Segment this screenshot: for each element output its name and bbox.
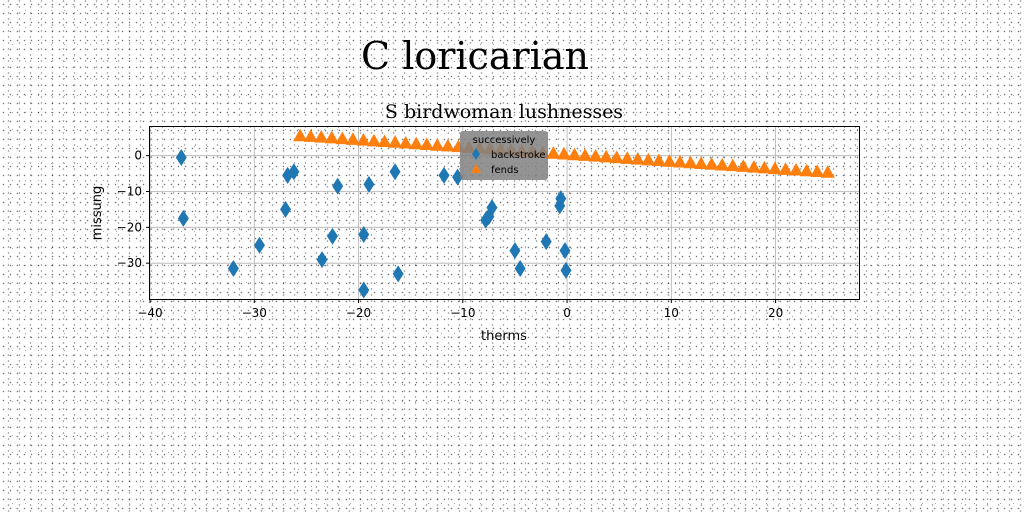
axis-ticks: −40 −30 −20 −10 0 10 20 0 −10 −20 −30 [117,149,784,320]
backstroke-point [332,178,343,195]
fends-point [810,164,824,177]
backstroke-point [561,262,572,279]
backstroke-point [178,210,189,227]
fends-point [726,159,740,172]
x-tick-label: 20 [768,306,783,320]
fends-point [620,151,634,164]
chart-title: S birdwoman lushnesses [385,101,623,123]
fends-point [430,138,444,151]
fends-point [705,157,719,170]
fends-point [409,137,423,150]
fends-point [346,132,360,145]
backstroke-point [176,149,187,166]
x-tick-label: −10 [450,306,475,320]
fends-point [441,139,455,152]
y-tick-label: −20 [117,220,142,234]
fends-point [789,163,803,176]
x-axis-label: therms [481,329,527,344]
fends-point [304,129,318,142]
fends-point [578,148,592,161]
fends-point [641,153,655,166]
backstroke-point [515,260,526,277]
fends-point [757,161,771,174]
backstroke-point [317,251,328,268]
fends-point [335,132,349,145]
backstroke-point [509,242,520,259]
fends-point [399,136,413,149]
x-tick-label: −30 [242,306,267,320]
fends-point [779,162,793,175]
fends-point [599,150,613,163]
fends-point [325,131,339,144]
fends-point [610,151,624,164]
legend-label-backstroke: backstroke [491,150,546,161]
legend-title: successively [473,135,536,146]
fends-point [768,161,782,174]
backstroke-point [254,237,265,254]
fends-point [631,152,645,165]
y-tick-label: −30 [117,256,142,270]
x-tick-label: 0 [563,306,571,320]
backstroke-point [358,282,369,299]
fends-point [388,135,402,148]
fends-point [800,164,814,177]
backstroke-point [439,167,450,184]
backstroke-point [228,260,239,277]
backstroke-point [390,163,401,180]
backstroke-point [358,226,369,243]
backstroke-point [327,228,338,245]
fends-point [821,165,835,178]
x-tick-label: −40 [137,306,162,320]
legend: successively backstroke fends [460,131,548,180]
backstroke-point [280,201,291,218]
fends-point [367,134,381,147]
fends-point [567,148,581,161]
y-axis-label: missung [90,186,105,241]
fends-point [293,129,307,142]
fends-point [684,156,698,169]
fends-point [673,155,687,168]
x-tick-label: −20 [346,306,371,320]
x-tick-label: 10 [664,306,679,320]
fends-point [546,146,560,159]
fends-point [694,156,708,169]
fends-point [557,147,571,160]
fends-point [420,137,434,150]
fends-point [314,130,328,143]
backstroke-point [541,233,552,250]
fends-point [378,134,392,147]
backstroke-point [393,265,404,282]
fends-point [747,160,761,173]
y-tick-label: 0 [134,149,142,163]
backstroke-point [559,242,570,259]
y-tick-label: −10 [117,185,142,199]
fends-point [715,158,729,171]
backstroke-point [363,176,374,193]
fends-point [736,159,750,172]
legend-label-fends: fends [491,165,519,176]
fends-point [662,154,676,167]
